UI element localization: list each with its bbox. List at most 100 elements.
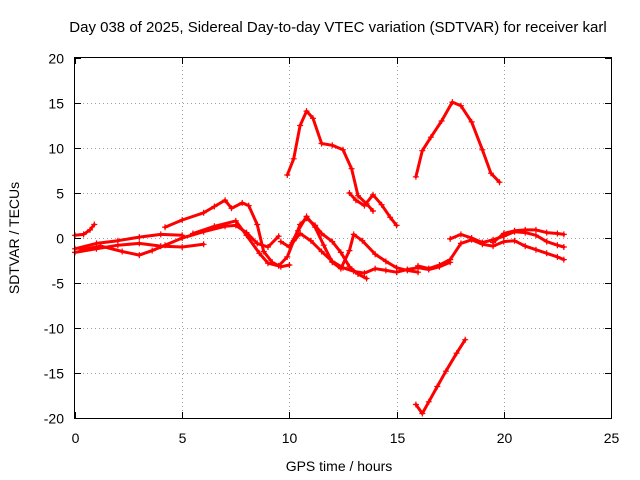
data-point (543, 229, 550, 236)
data-point (412, 401, 419, 408)
data-point (479, 146, 486, 153)
data-point (239, 199, 246, 206)
data-point (532, 246, 539, 253)
data-point (457, 231, 464, 238)
data-point (382, 267, 389, 274)
data-point (427, 134, 434, 141)
series-line (163, 198, 291, 269)
data-point (162, 242, 169, 249)
data-point (179, 244, 186, 250)
y-tick-label: 15 (48, 96, 64, 112)
data-point (438, 118, 445, 124)
data-point (329, 238, 336, 245)
data-point (457, 102, 464, 109)
data-point (243, 232, 250, 239)
data-point (264, 244, 271, 250)
y-tick-label: 20 (48, 51, 64, 67)
data-point (404, 266, 411, 273)
data-point (363, 275, 370, 282)
data-point (372, 251, 379, 258)
y-tick-label: -15 (44, 366, 64, 382)
data-point (297, 230, 304, 237)
data-point (457, 240, 464, 247)
data-point (340, 146, 346, 153)
x-tick-label: 20 (497, 430, 513, 446)
data-point (415, 262, 422, 269)
data-point (346, 190, 353, 196)
data-point (286, 262, 293, 268)
series-line (73, 223, 96, 237)
data-point (361, 202, 368, 209)
data-point (500, 238, 507, 245)
data-point (487, 170, 494, 177)
data-point (560, 244, 567, 250)
data-point (412, 173, 419, 180)
data-point (136, 252, 143, 259)
x-axis-label: GPS time / hours (286, 458, 393, 474)
data-point (434, 383, 441, 390)
data-point (307, 237, 314, 244)
y-tick-label: 5 (56, 186, 64, 202)
data-point (284, 253, 291, 260)
x-tick-label: 0 (72, 430, 80, 446)
plot-frame (74, 57, 612, 419)
data-point (522, 226, 529, 233)
chart-title: Day 038 of 2025, Sidereal Day-to-day VTE… (69, 19, 606, 36)
data-point (382, 258, 389, 265)
data-point (361, 270, 368, 277)
data-point (211, 203, 218, 210)
data-point (425, 265, 432, 272)
data-point (114, 237, 121, 244)
data-point (554, 253, 561, 260)
data-point (297, 122, 304, 129)
y-tick-label: -5 (52, 276, 65, 292)
y-tick-label: -20 (44, 411, 64, 427)
series-arc-15 (490, 226, 567, 246)
data-point (256, 250, 263, 257)
data-point (309, 115, 316, 122)
data-point (442, 368, 449, 375)
data-point (275, 262, 282, 269)
data-point (490, 239, 497, 246)
y-tick-labels: -20 -15 -10 -5 0 5 10 15 20 (44, 51, 64, 427)
data-point (560, 231, 567, 238)
data-point (260, 248, 267, 255)
data-point (179, 235, 186, 241)
series-arc-1 (72, 221, 98, 239)
data-point (200, 209, 207, 216)
data-point (468, 118, 475, 125)
data-point (500, 230, 507, 237)
data-point (532, 232, 539, 239)
data-point (370, 208, 377, 214)
data-point (264, 260, 271, 267)
series-arc-13 (415, 236, 567, 272)
data-point (290, 155, 297, 162)
data-point (370, 191, 377, 198)
series-arc-11 (412, 99, 503, 186)
data-point (425, 398, 432, 405)
series-arc-12 (412, 336, 469, 417)
data-point (554, 242, 561, 249)
data-point (162, 224, 169, 231)
data-point (337, 249, 344, 256)
data-point (329, 142, 336, 149)
data-point (189, 230, 196, 237)
y-tick-label: 0 (56, 231, 64, 247)
data-point (543, 250, 550, 257)
data-point (97, 243, 104, 250)
series-arc-10 (346, 190, 400, 229)
data-point (211, 223, 218, 230)
data-point (372, 265, 379, 272)
y-tick-label: -10 (44, 321, 64, 337)
data-point (245, 202, 252, 209)
data-point (522, 243, 529, 250)
data-point (511, 237, 518, 244)
data-point (286, 244, 293, 250)
data-point (318, 140, 325, 147)
data-point (350, 231, 357, 238)
data-point (468, 235, 475, 241)
data-point (320, 242, 327, 249)
x-tick-label: 25 (604, 430, 620, 446)
data-point (232, 217, 239, 224)
